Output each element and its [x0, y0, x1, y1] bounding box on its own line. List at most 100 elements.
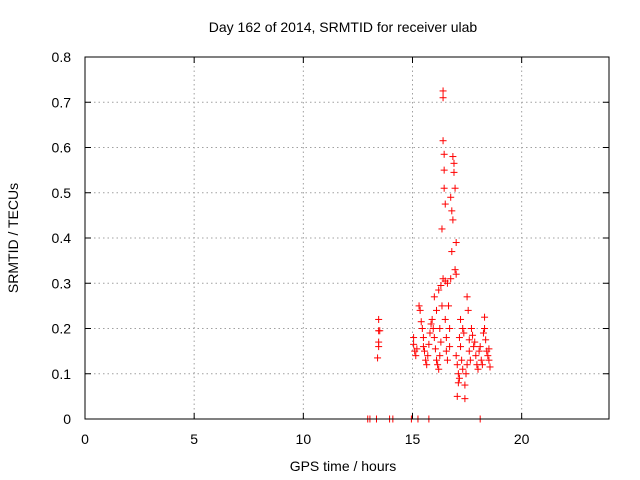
data-point — [469, 331, 477, 339]
data-point — [463, 361, 471, 369]
data-point — [433, 306, 441, 314]
data-point — [419, 343, 427, 351]
data-points — [364, 87, 494, 423]
data-point — [460, 329, 468, 337]
y-tick-labels: 0 0.1 0.2 0.3 0.4 0.5 0.6 0.7 0.8 — [52, 49, 72, 427]
data-point — [435, 365, 443, 373]
data-point — [462, 370, 470, 378]
data-point — [418, 325, 426, 332]
data-point — [453, 392, 461, 400]
data-point — [415, 302, 423, 310]
data-point — [463, 293, 471, 301]
data-point — [449, 153, 457, 161]
data-point — [461, 395, 469, 403]
data-point — [438, 225, 446, 233]
x-tick-label: 10 — [296, 431, 312, 447]
data-point — [465, 336, 473, 344]
x-tick-label: 20 — [514, 431, 530, 447]
data-point — [446, 343, 454, 351]
data-point — [442, 334, 450, 342]
data-point — [477, 356, 485, 364]
chart-title: Day 162 of 2014, SRMTID for receiver ula… — [209, 19, 478, 35]
gridlines — [85, 57, 609, 419]
data-point — [459, 365, 467, 373]
data-point — [455, 374, 463, 382]
data-point — [478, 361, 486, 369]
data-point — [443, 279, 451, 287]
data-point — [424, 352, 432, 360]
data-point — [474, 365, 482, 373]
data-point — [429, 325, 437, 332]
data-point — [419, 334, 427, 342]
data-point — [374, 354, 382, 362]
x-tick-labels: 0 5 10 15 20 — [81, 431, 530, 447]
data-point — [422, 356, 430, 364]
data-point — [458, 356, 466, 364]
data-point — [430, 293, 438, 301]
data-point — [416, 306, 424, 314]
data-point — [466, 356, 474, 364]
data-point — [448, 207, 456, 215]
data-point — [421, 347, 429, 355]
data-point — [413, 345, 421, 353]
data-point — [457, 343, 465, 351]
data-point — [464, 306, 472, 314]
data-point — [439, 87, 447, 95]
data-point — [436, 352, 444, 360]
data-point — [486, 363, 494, 371]
data-point — [376, 327, 384, 335]
data-point — [441, 315, 449, 323]
data-point — [471, 338, 479, 346]
data-point — [481, 325, 489, 332]
data-point — [484, 352, 492, 360]
data-point — [467, 325, 475, 332]
data-point — [443, 356, 451, 364]
y-tick-label: 0.2 — [52, 321, 72, 337]
data-point — [438, 302, 446, 310]
data-point — [453, 361, 461, 369]
plot-frame — [84, 56, 610, 420]
data-point — [450, 159, 458, 167]
data-point — [417, 318, 425, 326]
data-point — [427, 320, 435, 328]
y-tick-label: 0.3 — [52, 275, 72, 291]
data-point — [437, 338, 445, 346]
y-axis-label: SRMTID / TECUs — [5, 183, 21, 293]
data-point — [435, 286, 443, 294]
data-point — [481, 313, 489, 321]
data-point — [465, 347, 473, 355]
data-point — [433, 356, 441, 364]
data-point — [479, 329, 487, 337]
data-point — [461, 381, 469, 389]
y-tick-label: 0.6 — [52, 140, 72, 156]
data-point — [475, 347, 483, 355]
data-point — [410, 334, 418, 342]
data-point — [439, 137, 447, 145]
y-tick-label: 0.5 — [52, 185, 72, 201]
data-point — [457, 315, 465, 323]
data-point — [454, 370, 462, 378]
x-tick-label: 15 — [405, 431, 421, 447]
y-tick-label: 0.7 — [52, 94, 72, 110]
data-point — [375, 315, 383, 323]
data-point — [440, 166, 448, 174]
data-point — [447, 275, 455, 283]
y-tick-label: 0.1 — [52, 366, 72, 382]
data-point — [431, 345, 439, 353]
data-point — [425, 340, 433, 348]
data-point — [436, 325, 444, 332]
data-point — [485, 345, 493, 353]
data-point — [412, 352, 420, 360]
data-point — [423, 361, 431, 369]
data-point — [455, 334, 463, 342]
data-point — [410, 340, 418, 348]
data-point — [459, 325, 467, 332]
data-point — [450, 168, 458, 176]
data-point — [447, 193, 455, 201]
data-point — [446, 325, 454, 332]
y-tick-label: 0 — [63, 411, 71, 427]
data-point — [434, 361, 442, 369]
data-point — [439, 94, 447, 102]
data-point — [451, 184, 459, 192]
